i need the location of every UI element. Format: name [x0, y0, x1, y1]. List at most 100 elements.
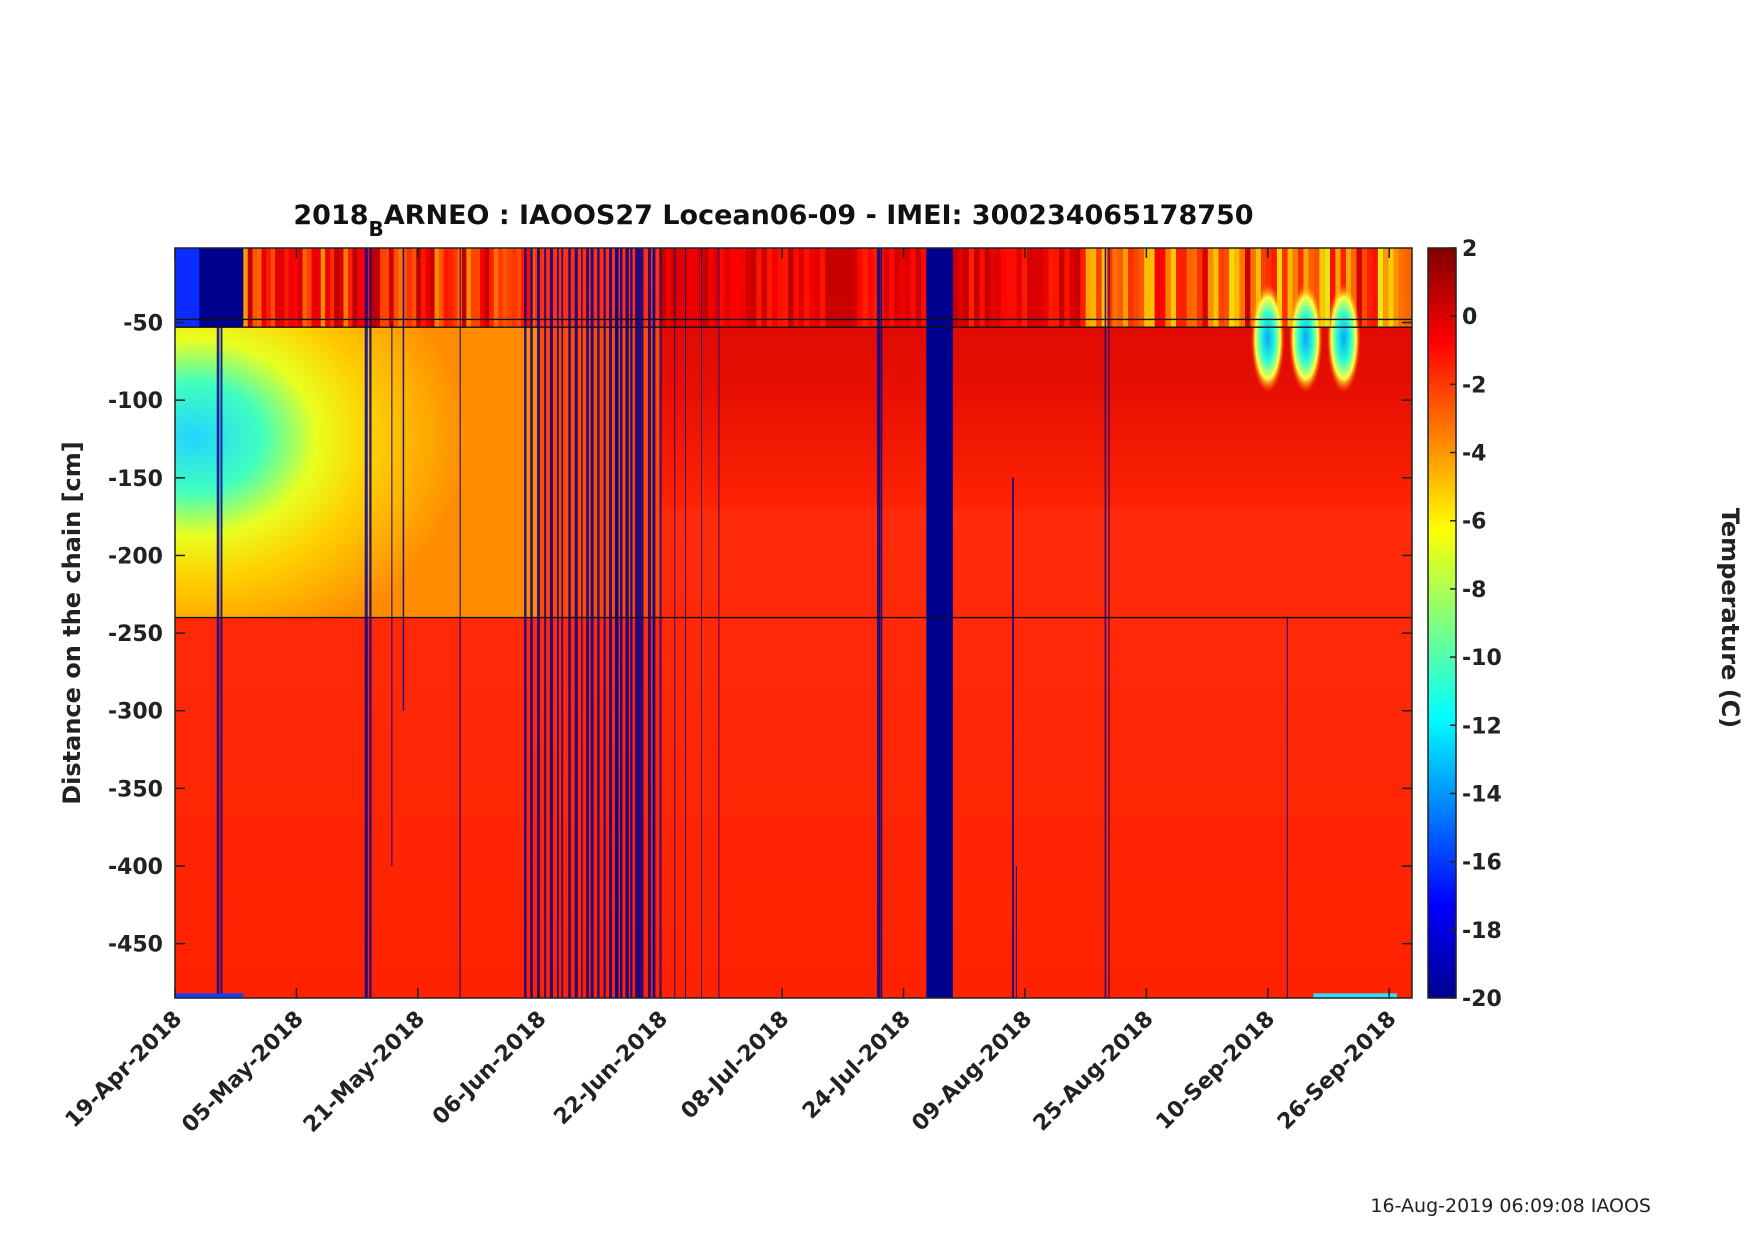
sensor-streak [630, 248, 633, 998]
air-stripe [1138, 248, 1145, 328]
x-tick-label: 06-Jun-2018 [428, 1007, 551, 1130]
cold-snow-ice-layer [175, 327, 540, 618]
air-stripe [1128, 248, 1134, 328]
x-tick-label: 25-Aug-2018 [1029, 1007, 1159, 1137]
air-stripe [804, 248, 810, 328]
colorbar-tick-label: -16 [1462, 851, 1502, 876]
sensor-streak [549, 248, 553, 998]
air-stripe [830, 248, 836, 328]
colorbar-tick-label: -4 [1462, 442, 1486, 467]
cold-blob [1327, 283, 1361, 393]
air-stripe [1059, 248, 1065, 328]
sensor-streak [537, 248, 540, 998]
air-stripe [1075, 248, 1081, 328]
air-stripe [1043, 248, 1049, 328]
air-stripe [687, 248, 693, 328]
air-stripe [393, 248, 399, 328]
colorbar-tick-label: -8 [1462, 578, 1486, 603]
air-stripe [507, 248, 512, 328]
air-stripe [835, 248, 842, 328]
air-stripe [851, 248, 858, 328]
air-stripe [857, 248, 863, 328]
air-stripe [343, 248, 349, 328]
air-stripe [1276, 248, 1283, 328]
air-stripe [1175, 248, 1182, 328]
colorbar-tick-label: -20 [1462, 987, 1502, 1012]
air-stripe [1069, 248, 1076, 328]
air-stripe [1112, 248, 1118, 328]
sensor-streak [557, 248, 559, 998]
air-stripe [809, 248, 815, 328]
sensor-streak [1286, 617, 1288, 998]
air-stripe [302, 248, 308, 328]
air-stripe [772, 248, 778, 328]
air-stripe [1393, 248, 1400, 328]
air-stripe [420, 248, 426, 328]
air-stripe [825, 248, 831, 328]
sensor-streak [402, 248, 405, 711]
x-tick-label: 26-Sep-2018 [1273, 1007, 1401, 1135]
air-stripe [1234, 248, 1240, 328]
air-stripe [407, 248, 412, 328]
x-tick-label: 10-Sep-2018 [1152, 1007, 1280, 1135]
cold-blob [1289, 283, 1323, 393]
air-stripe [889, 248, 895, 328]
air-stripe [968, 248, 975, 328]
y-axis: -50 -100 -150 -200 -250 -300 -350 -400 -450 [108, 312, 1412, 958]
air-stripe [516, 248, 522, 328]
air-stripe [1011, 248, 1017, 328]
colorbar-tick-label: 0 [1462, 305, 1477, 330]
sensor-streak [641, 248, 644, 998]
sensor-streak [530, 248, 533, 998]
y-tick-label: -450 [108, 933, 163, 958]
air-stripe [1021, 248, 1028, 328]
air-stripe [1000, 248, 1006, 328]
air-stripe [443, 248, 449, 328]
air-stripe [439, 248, 444, 328]
air-stripe [256, 248, 262, 328]
sensor-streak [1015, 866, 1017, 998]
air-stripe [782, 248, 789, 328]
air-stripe [873, 248, 879, 328]
air-stripe [703, 248, 709, 328]
air-stripe [1191, 248, 1198, 328]
bottom-cold-strip [175, 993, 244, 998]
air-stripe [1255, 248, 1261, 328]
sensor-streak [880, 248, 883, 998]
air-stripe [729, 248, 736, 328]
air-stripe [883, 248, 890, 328]
air-stripe [489, 248, 494, 328]
air-stripe [798, 248, 805, 328]
air-stripe [899, 248, 906, 328]
air-stripe [334, 248, 339, 328]
sensor-streak [660, 248, 662, 998]
air-stripe [1101, 248, 1107, 328]
sensor-streak [544, 248, 547, 998]
colorbar-label: Temperature (C) [1716, 508, 1744, 729]
air-stripe [284, 248, 289, 328]
sensor-streak [718, 248, 720, 998]
air-stripe [1351, 248, 1357, 328]
air-stripe [979, 248, 985, 328]
air-stripe [452, 248, 458, 328]
air-stripe [384, 248, 390, 328]
air-stripe [867, 248, 874, 328]
colorbar-tick-label: -6 [1462, 510, 1486, 535]
sensor-streak [220, 248, 223, 998]
air-stripe [270, 248, 276, 328]
sensor-streak [1104, 248, 1107, 998]
air-stripe [1064, 248, 1070, 328]
air-stripe [1356, 248, 1362, 328]
air-stripe [1314, 248, 1320, 328]
bottom-cold-strip [1313, 993, 1397, 998]
colorbar-ticks: 2 0 -2 -4 -6 -8 -10 -12 -14 -16 -18 -20 [1450, 237, 1502, 1012]
colorbar-tick-label: 2 [1462, 237, 1477, 262]
air-stripe [697, 248, 704, 328]
plot-frame [174, 247, 1413, 999]
sensor-streak [364, 248, 368, 998]
air-stripe [1032, 248, 1038, 328]
sensor-streak [603, 248, 606, 998]
x-tick-label: 08-Jul-2018 [677, 1007, 795, 1125]
air-stripe [416, 248, 421, 328]
air-stripe [307, 248, 312, 328]
